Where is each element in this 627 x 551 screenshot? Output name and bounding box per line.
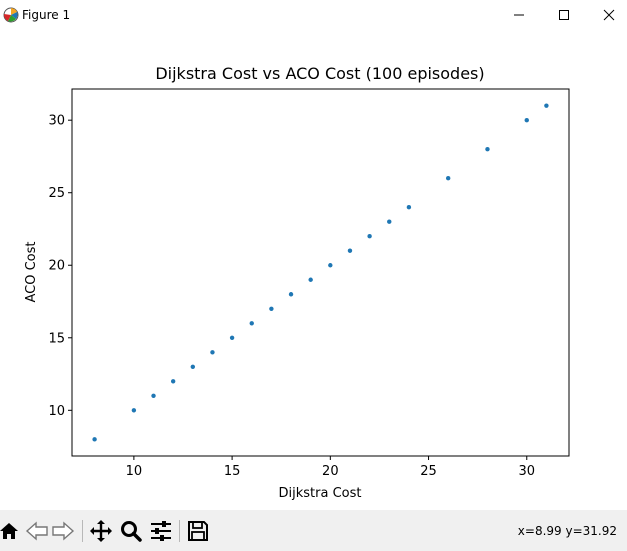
data-point [210,350,215,355]
navigation-toolbar: x=8.99 y=31.92 [0,510,627,551]
x-tick-label: 25 [420,464,437,479]
data-point [367,234,372,239]
x-axis-ticks: 10 15 20 25 30 [126,456,535,479]
window-titlebar: Figure 1 [0,0,627,30]
figure-canvas[interactable]: Dijkstra Cost vs ACO Cost (100 episodes)… [0,30,627,510]
minimize-icon [514,14,524,16]
plot-area [71,88,570,457]
y-tick-label: 20 [48,259,65,274]
data-point [524,117,529,123]
y-tick-label: 25 [48,186,65,201]
scatter-chart: Dijkstra Cost vs ACO Cost (100 episodes)… [24,64,570,501]
data-point [190,364,196,369]
close-icon [603,9,615,21]
close-button[interactable] [586,0,627,30]
data-point [249,321,254,326]
data-point [92,437,97,442]
maximize-button[interactable] [541,0,587,30]
save-icon [188,521,208,541]
data-point [288,292,294,297]
configure-icon [151,521,171,541]
data-point [445,176,451,181]
x-tick-label: 20 [322,464,339,479]
pan-icon [90,520,112,542]
back-icon [25,521,48,541]
toolbar-separator [179,520,180,542]
back-button[interactable] [24,518,50,544]
save-button[interactable] [185,518,211,544]
home-icon [0,523,18,539]
data-point [151,393,156,399]
window-title: Figure 1 [22,8,71,22]
data-point [328,263,333,268]
data-point [347,248,353,253]
pan-button[interactable] [88,518,114,544]
cursor-coordinates: x=8.99 y=31.92 [517,524,617,538]
maximize-icon [559,10,569,20]
data-point [485,146,490,152]
matplotlib-app-icon [2,6,20,24]
y-tick-label: 10 [48,404,65,419]
zoom-icon [121,521,142,542]
forward-icon [52,521,75,541]
chart-title: Dijkstra Cost vs ACO Cost (100 episodes) [155,64,484,83]
data-point [269,306,274,311]
home-button[interactable] [0,518,22,544]
configure-subplots-button[interactable] [148,518,174,544]
y-tick-label: 30 [48,114,65,129]
minimize-button[interactable] [496,0,542,30]
x-tick-label: 15 [224,464,241,479]
y-axis-label: ACO Cost [24,241,39,302]
data-points [92,103,549,442]
data-point [387,219,392,224]
data-point [229,335,235,340]
data-point [544,103,549,108]
data-point [406,205,412,210]
x-tick-label: 30 [518,464,535,479]
y-tick-label: 15 [48,331,65,346]
data-point [308,277,313,282]
x-axis-label: Dijkstra Cost [279,486,362,501]
toolbar-separator [82,520,83,542]
x-tick-label: 10 [126,464,143,479]
forward-button[interactable] [50,518,76,544]
data-point [170,379,176,384]
y-axis-ticks: 10 15 20 25 30 [48,114,72,419]
zoom-button[interactable] [118,518,144,544]
data-point [131,408,137,413]
